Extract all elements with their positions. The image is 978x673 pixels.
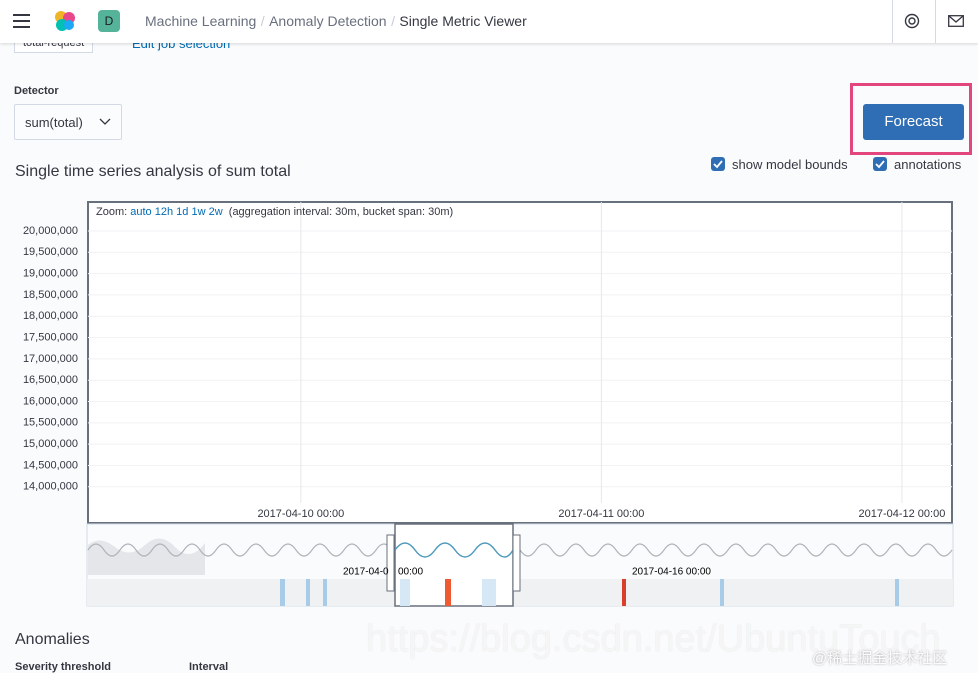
y-tick-label: 16,500,000 — [23, 374, 78, 386]
anomalies-title: Anomalies — [15, 631, 90, 648]
checkbox[interactable] — [873, 157, 887, 171]
y-tick-label: 18,000,000 — [23, 310, 78, 322]
brush-handle[interactable] — [512, 534, 521, 592]
brush-line — [394, 542, 514, 558]
help-icon[interactable] — [904, 13, 920, 29]
swimlane-cell — [622, 579, 626, 606]
zoom-option[interactable]: 2w — [208, 206, 223, 218]
control-label: Severity threshold — [15, 661, 111, 673]
checkbox-label: annotations — [894, 157, 962, 172]
mail-icon[interactable] — [948, 15, 964, 27]
separator: / — [260, 13, 265, 29]
zoom-bar: Zoom: auto 12h 1d 1w 2w (aggregation int… — [96, 206, 453, 218]
swimlane-cell — [323, 579, 327, 606]
select-value: sum(total) — [25, 115, 83, 130]
swimlane-cell — [445, 579, 451, 606]
watermark: @稀土掘金技术社区 — [812, 650, 948, 667]
chevron — [99, 118, 111, 125]
overview-label: 2017-04-16 00:00 — [632, 567, 711, 578]
header: D Machine Learning / Anomaly Detection /… — [0, 0, 978, 43]
swimlane-cell — [482, 579, 496, 606]
control-label: Interval — [189, 661, 229, 673]
checkbox-label: show model bounds — [732, 157, 848, 172]
divider — [892, 0, 893, 43]
breadcrumb[interactable]: Machine Learning — [145, 13, 257, 29]
overview-band — [88, 538, 205, 575]
check — [713, 160, 723, 169]
x-tick-label: 2017-04-10 00:00 — [257, 508, 344, 520]
menu-icon[interactable] — [13, 14, 31, 28]
highlight-frame — [850, 83, 972, 155]
x-tick-label: 2017-04-12 00:00 — [858, 508, 945, 520]
swimlane-cell — [895, 579, 899, 606]
swimlane-cell — [400, 579, 410, 606]
y-tick-label: 14,000,000 — [23, 481, 78, 493]
zoom-option[interactable]: auto — [130, 206, 152, 218]
y-tick-label: 19,000,000 — [23, 268, 78, 280]
swimlane-cell — [720, 579, 724, 606]
chart: 14,000,000 14,500,000 15,000,000 15,500,000… — [23, 201, 954, 607]
y-tick-label: 16,000,000 — [23, 395, 78, 407]
logo[interactable] — [53, 10, 77, 32]
x-tick-label: 2017-04-11 00:00 — [558, 508, 644, 520]
y-tick-label: 15,000,000 — [23, 438, 78, 450]
swimlane-cell — [280, 579, 285, 606]
separator: / — [391, 13, 395, 29]
breadcrumbs: Machine Learning / Anomaly Detection / S… — [145, 13, 527, 31]
plot-frame — [87, 201, 953, 524]
forecast-button[interactable]: Forecast — [863, 104, 964, 140]
y-tick-label: 18,500,000 — [23, 289, 78, 301]
zoom-option[interactable]: 1d — [176, 206, 189, 218]
overview: 2017-04-0 00:00 2017-04-16 00:00 — [86, 523, 954, 607]
section-title: Single time series analysis of sum total — [15, 163, 291, 180]
y-tick-label: 17,500,000 — [23, 331, 78, 343]
avatar[interactable]: D — [98, 10, 120, 32]
y-tick-label: 14,500,000 — [23, 459, 78, 471]
check — [875, 160, 885, 169]
y-tick-label: 15,500,000 — [23, 417, 78, 429]
y-tick-label: 20,000,000 — [23, 225, 78, 237]
breadcrumb[interactable]: Anomaly Detection — [269, 13, 387, 29]
detector-label: Detector — [14, 85, 59, 97]
checkbox[interactable] — [711, 157, 725, 171]
zoom-info: (aggregation interval: 30m, bucket span:… — [228, 206, 454, 218]
divider — [935, 0, 936, 43]
breadcrumb: Single Metric Viewer — [399, 13, 527, 29]
detector-select[interactable]: sum(total) — [14, 104, 122, 140]
zoom-label: Zoom: — [96, 206, 128, 218]
overview-label: 00:00 — [398, 567, 423, 578]
brush-handle[interactable] — [386, 534, 395, 592]
zoom-option[interactable]: 1w — [191, 206, 206, 218]
zoom-option[interactable]: 12h — [154, 206, 174, 218]
swimlane-cell — [306, 579, 310, 606]
y-tick-label: 19,500,000 — [23, 246, 78, 258]
watermark: https://blog.csdn.net/UbuntuTouch — [366, 618, 941, 660]
y-tick-label: 17,000,000 — [23, 353, 78, 365]
overview-label: 2017-04-0 — [343, 567, 389, 578]
